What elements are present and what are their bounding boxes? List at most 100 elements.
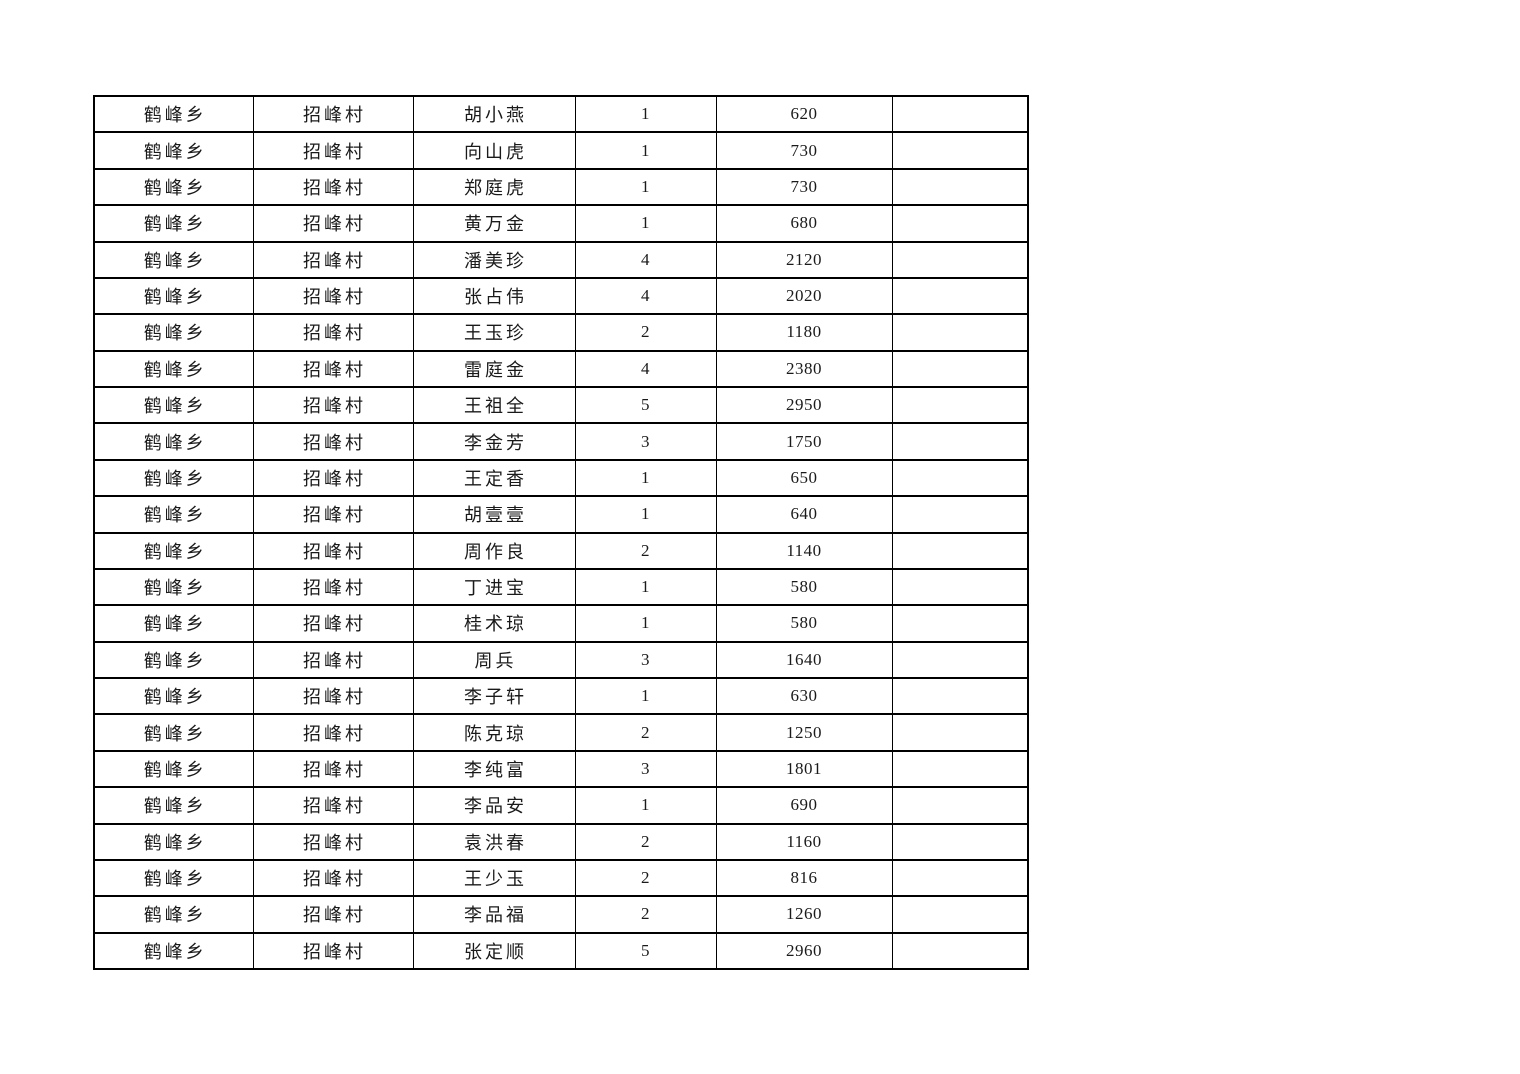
cell-empty — [891, 204, 1029, 243]
cell-empty — [891, 458, 1029, 498]
table-row: 鹤峰乡 招峰村 王定香 1 650 — [93, 458, 1029, 498]
cell-count: 5 — [574, 385, 717, 425]
cell-empty — [891, 422, 1029, 461]
table-row: 鹤峰乡 招峰村 黄万金 1 680 — [93, 204, 1029, 243]
cell-village: 招峰村 — [252, 349, 414, 389]
table-row: 鹤峰乡 招峰村 张占伟 4 2020 — [93, 276, 1029, 316]
cell-township: 鹤峰乡 — [93, 131, 254, 170]
cell-village: 招峰村 — [252, 749, 414, 789]
cell-amount: 620 — [715, 94, 893, 134]
cell-township: 鹤峰乡 — [93, 713, 254, 752]
cell-township: 鹤峰乡 — [93, 640, 254, 680]
table-row: 鹤峰乡 招峰村 李品福 2 1260 — [93, 895, 1029, 934]
cell-empty — [891, 531, 1029, 570]
table-row: 鹤峰乡 招峰村 周作良 2 1140 — [93, 531, 1029, 570]
cell-count: 2 — [574, 313, 717, 352]
cell-township: 鹤峰乡 — [93, 567, 254, 607]
cell-count: 4 — [574, 240, 717, 279]
cell-village: 招峰村 — [252, 94, 414, 134]
cell-amount: 2950 — [715, 385, 893, 425]
cell-township: 鹤峰乡 — [93, 94, 254, 134]
table-row: 鹤峰乡 招峰村 郑庭虎 1 730 — [93, 167, 1029, 207]
cell-township: 鹤峰乡 — [93, 422, 254, 461]
cell-count: 3 — [574, 422, 717, 461]
cell-amount: 580 — [715, 567, 893, 607]
cell-person-name: 张定顺 — [412, 931, 576, 971]
cell-township: 鹤峰乡 — [93, 676, 254, 716]
cell-township: 鹤峰乡 — [93, 604, 254, 643]
cell-empty — [891, 495, 1029, 534]
cell-empty — [891, 749, 1029, 789]
cell-empty — [891, 313, 1029, 352]
cell-count: 2 — [574, 822, 717, 861]
cell-person-name: 胡壹壹 — [412, 495, 576, 534]
cell-person-name: 丁进宝 — [412, 567, 576, 607]
cell-amount: 1640 — [715, 640, 893, 680]
cell-amount: 1180 — [715, 313, 893, 352]
cell-township: 鹤峰乡 — [93, 931, 254, 971]
cell-person-name: 陈克琼 — [412, 713, 576, 752]
cell-empty — [891, 131, 1029, 170]
cell-amount: 640 — [715, 495, 893, 534]
cell-empty — [891, 931, 1029, 971]
cell-count: 3 — [574, 640, 717, 680]
cell-village: 招峰村 — [252, 713, 414, 752]
cell-count: 4 — [574, 276, 717, 316]
table-row: 鹤峰乡 招峰村 李品安 1 690 — [93, 786, 1029, 825]
table-row: 鹤峰乡 招峰村 王少玉 2 816 — [93, 858, 1029, 898]
cell-count: 1 — [574, 786, 717, 825]
cell-count: 1 — [574, 676, 717, 716]
cell-count: 1 — [574, 167, 717, 207]
cell-township: 鹤峰乡 — [93, 276, 254, 316]
table-row: 鹤峰乡 招峰村 李子轩 1 630 — [93, 676, 1029, 716]
cell-township: 鹤峰乡 — [93, 349, 254, 389]
cell-village: 招峰村 — [252, 204, 414, 243]
cell-empty — [891, 713, 1029, 752]
cell-village: 招峰村 — [252, 385, 414, 425]
cell-person-name: 潘美珍 — [412, 240, 576, 279]
cell-amount: 730 — [715, 167, 893, 207]
cell-count: 2 — [574, 531, 717, 570]
cell-count: 4 — [574, 349, 717, 389]
cell-township: 鹤峰乡 — [93, 786, 254, 825]
cell-township: 鹤峰乡 — [93, 858, 254, 898]
cell-village: 招峰村 — [252, 931, 414, 971]
cell-person-name: 黄万金 — [412, 204, 576, 243]
cell-person-name: 王玉珍 — [412, 313, 576, 352]
cell-empty — [891, 167, 1029, 207]
cell-person-name: 桂术琼 — [412, 604, 576, 643]
cell-count: 2 — [574, 895, 717, 934]
cell-amount: 690 — [715, 786, 893, 825]
cell-village: 招峰村 — [252, 495, 414, 534]
cell-count: 1 — [574, 204, 717, 243]
table-row: 鹤峰乡 招峰村 陈克琼 2 1250 — [93, 713, 1029, 752]
data-table: 鹤峰乡 招峰村 胡小燕 1 620 鹤峰乡 招峰村 向山虎 1 730 鹤峰乡 … — [93, 94, 1029, 971]
table-row: 鹤峰乡 招峰村 胡壹壹 1 640 — [93, 495, 1029, 534]
cell-amount: 2960 — [715, 931, 893, 971]
cell-person-name: 王定香 — [412, 458, 576, 498]
cell-township: 鹤峰乡 — [93, 895, 254, 934]
cell-amount: 1250 — [715, 713, 893, 752]
table-row: 鹤峰乡 招峰村 王玉珍 2 1180 — [93, 313, 1029, 352]
cell-person-name: 袁洪春 — [412, 822, 576, 861]
cell-count: 1 — [574, 604, 717, 643]
cell-amount: 1260 — [715, 895, 893, 934]
cell-count: 5 — [574, 931, 717, 971]
table-row: 鹤峰乡 招峰村 胡小燕 1 620 — [93, 94, 1029, 134]
cell-amount: 730 — [715, 131, 893, 170]
cell-township: 鹤峰乡 — [93, 240, 254, 279]
cell-empty — [891, 240, 1029, 279]
cell-village: 招峰村 — [252, 604, 414, 643]
cell-village: 招峰村 — [252, 531, 414, 570]
cell-amount: 650 — [715, 458, 893, 498]
cell-township: 鹤峰乡 — [93, 822, 254, 861]
table-body: 鹤峰乡 招峰村 胡小燕 1 620 鹤峰乡 招峰村 向山虎 1 730 鹤峰乡 … — [93, 94, 1029, 971]
cell-township: 鹤峰乡 — [93, 458, 254, 498]
cell-township: 鹤峰乡 — [93, 385, 254, 425]
cell-person-name: 王少玉 — [412, 858, 576, 898]
cell-village: 招峰村 — [252, 240, 414, 279]
table-row: 鹤峰乡 招峰村 雷庭金 4 2380 — [93, 349, 1029, 389]
cell-village: 招峰村 — [252, 276, 414, 316]
cell-village: 招峰村 — [252, 786, 414, 825]
